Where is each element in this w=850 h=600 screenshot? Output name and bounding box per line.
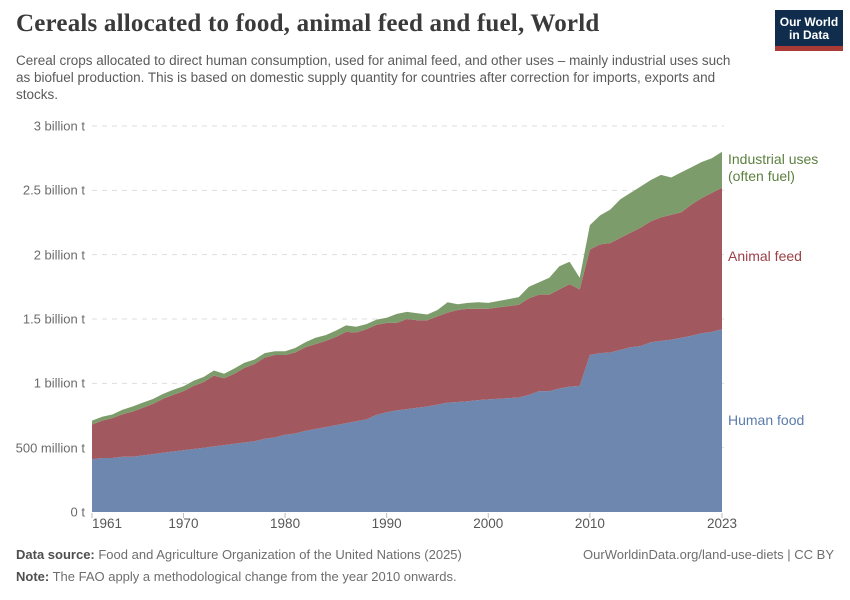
y-axis-label: 1.5 billion t xyxy=(22,311,85,327)
y-axis-label: 2.5 billion t xyxy=(22,182,85,198)
x-axis-label: 1961 xyxy=(91,516,123,531)
footer-source-row: Data source: Food and Agriculture Organi… xyxy=(16,547,834,562)
logo-red-bar xyxy=(775,46,843,51)
source-label: Data source: xyxy=(16,547,95,562)
page-title: Cereals allocated to food, animal feed a… xyxy=(16,10,600,37)
x-axis-label: 1980 xyxy=(270,516,301,531)
x-axis-label: 2010 xyxy=(574,516,605,531)
y-axis-label: 0 t xyxy=(70,504,85,520)
x-axis-label: 2000 xyxy=(473,516,504,531)
x-axis-label: 2023 xyxy=(706,516,738,531)
credit-link[interactable]: OurWorldinData.org/land-use-diets | CC B… xyxy=(583,547,834,562)
y-axis-label: 3 billion t xyxy=(33,118,85,134)
area-animal-feed[interactable] xyxy=(92,187,722,460)
source-text: Food and Agriculture Organization of the… xyxy=(94,547,462,562)
note-label: Note: xyxy=(16,569,50,584)
note-text: The FAO apply a methodological change fr… xyxy=(49,569,457,584)
area-human-food[interactable] xyxy=(92,329,722,512)
x-axis-label: 1990 xyxy=(371,516,402,531)
y-axis-label: 500 million t xyxy=(15,440,85,456)
footer-note-row: Note: The FAO apply a methodological cha… xyxy=(16,569,834,584)
area-industrial-uses-often-fuel-[interactable] xyxy=(92,151,722,425)
logo-text-line1: Our World xyxy=(779,14,839,29)
legend-label-animal-feed: Animal feed xyxy=(728,248,802,264)
logo-text-line2: in Data xyxy=(788,27,829,42)
y-axis-label: 2 billion t xyxy=(33,247,85,263)
chart-subtitle: Cereal crops allocated to direct human c… xyxy=(16,53,731,102)
legend-label-human-food: Human food xyxy=(728,412,805,428)
y-axis-label: 1 billion t xyxy=(33,375,85,391)
legend-label-industrial-uses: Industrial uses (often fuel) xyxy=(728,151,819,184)
owid-logo: Our World in Data xyxy=(775,10,843,51)
x-axis-label: 1970 xyxy=(168,516,199,531)
